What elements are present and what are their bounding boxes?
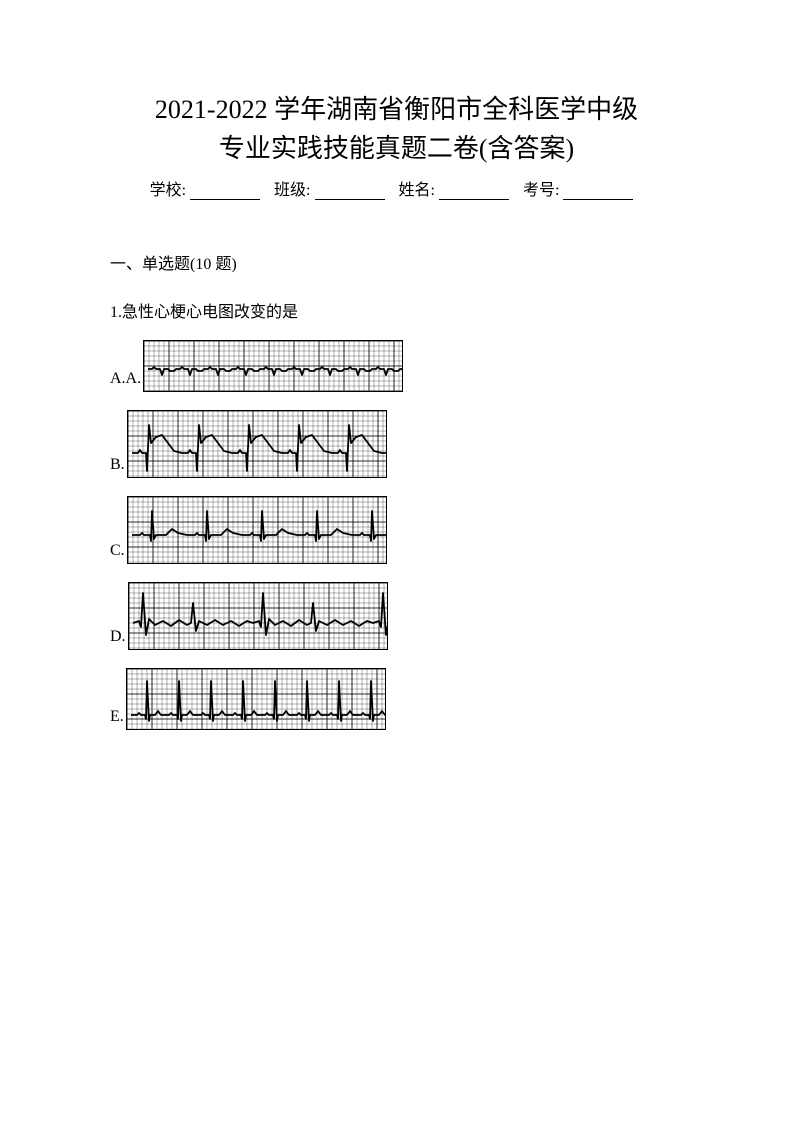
title-line-2: 专业实践技能真题二卷(含答案) bbox=[110, 129, 683, 168]
option-a-label: A.A. bbox=[110, 370, 141, 392]
name-blank[interactable] bbox=[439, 182, 509, 200]
ecg-option-c bbox=[127, 496, 387, 564]
title-line-1: 2021-2022 学年湖南省衡阳市全科医学中级 bbox=[110, 90, 683, 129]
class-blank[interactable] bbox=[315, 182, 385, 200]
option-e-row: E. bbox=[110, 668, 683, 730]
student-info-line: 学校: 班级: 姓名: 考号: bbox=[110, 176, 683, 200]
option-b-label: B. bbox=[110, 456, 125, 478]
ecg-option-e bbox=[126, 668, 386, 730]
section-header: 一、单选题(10 题) bbox=[110, 250, 683, 274]
option-b-row: B. bbox=[110, 410, 683, 478]
option-d-label: D. bbox=[110, 628, 126, 650]
ecg-option-b bbox=[127, 410, 387, 478]
option-a-row: A.A. bbox=[110, 340, 683, 392]
examid-label: 考号: bbox=[523, 176, 559, 200]
class-label: 班级: bbox=[274, 176, 310, 200]
question-1-text: 1.急性心梗心电图改变的是 bbox=[110, 298, 683, 322]
ecg-option-a bbox=[143, 340, 403, 392]
ecg-option-d bbox=[128, 582, 388, 650]
option-c-label: C. bbox=[110, 542, 125, 564]
school-label: 学校: bbox=[150, 176, 186, 200]
option-d-row: D. bbox=[110, 582, 683, 650]
option-e-label: E. bbox=[110, 708, 124, 730]
option-c-row: C. bbox=[110, 496, 683, 564]
name-label: 姓名: bbox=[399, 176, 435, 200]
examid-blank[interactable] bbox=[563, 182, 633, 200]
school-blank[interactable] bbox=[190, 182, 260, 200]
